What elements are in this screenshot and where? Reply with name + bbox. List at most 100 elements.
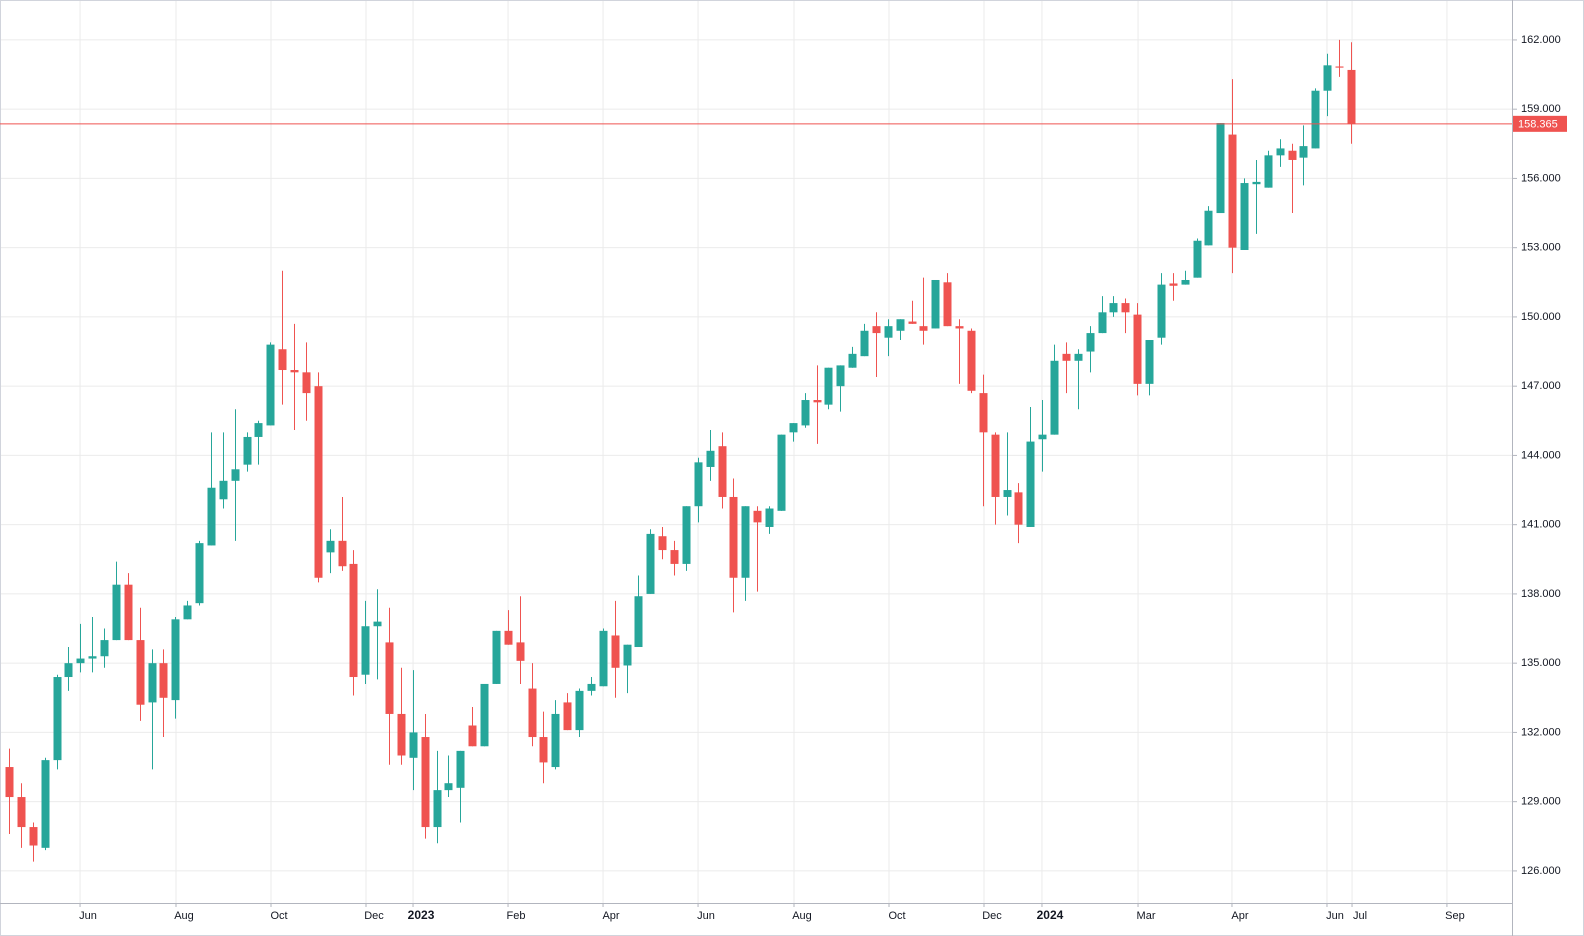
- candle-body: [53, 677, 62, 761]
- candle: [539, 711, 548, 784]
- candle-body: [349, 563, 358, 678]
- candle-body: [611, 635, 620, 668]
- candle-body: [955, 326, 964, 329]
- candle-body: [468, 725, 477, 747]
- y-tick-label: 132.000: [1521, 726, 1561, 738]
- x-tick-label: Mar: [1137, 910, 1156, 922]
- candle-body: [397, 713, 406, 756]
- candle-body: [1299, 146, 1308, 158]
- candle-body: [1086, 333, 1095, 352]
- candle: [373, 589, 382, 680]
- candle-body: [433, 790, 442, 828]
- y-tick-label: 126.000: [1521, 865, 1561, 877]
- candle-body: [1335, 66, 1344, 68]
- candle-body: [1121, 303, 1130, 313]
- candle: [148, 649, 157, 770]
- candle: [682, 506, 691, 571]
- candle-body: [551, 713, 560, 768]
- candle: [1181, 270, 1190, 285]
- candle: [76, 623, 85, 673]
- candle: [623, 644, 632, 694]
- candle-body: [41, 760, 50, 848]
- candle-body: [5, 767, 14, 798]
- candle: [433, 750, 442, 844]
- candle: [1062, 342, 1071, 394]
- candle: [1074, 349, 1083, 410]
- x-tick-label: Oct: [270, 910, 287, 922]
- candle: [741, 506, 750, 601]
- candle: [504, 610, 513, 645]
- candle: [658, 526, 667, 560]
- candle: [361, 600, 370, 684]
- candle-body: [243, 436, 252, 465]
- y-tick-label: 144.000: [1521, 449, 1561, 461]
- candle: [64, 647, 73, 691]
- candle: [88, 617, 97, 673]
- candle: [29, 822, 38, 862]
- candle-body: [1204, 210, 1213, 246]
- candle: [1133, 303, 1142, 396]
- candle-body: [1169, 283, 1178, 286]
- candle: [1003, 432, 1012, 516]
- candle-body: [718, 446, 727, 497]
- candle: [207, 432, 216, 546]
- y-tick-label: 150.000: [1521, 311, 1561, 323]
- x-tick-label: Aug: [174, 910, 194, 922]
- candle: [456, 750, 465, 823]
- x-tick-label: Jun: [1326, 910, 1344, 922]
- candle: [575, 688, 584, 738]
- candle-body: [1014, 492, 1023, 525]
- candle-body: [1109, 303, 1118, 313]
- candle: [528, 663, 537, 747]
- candle: [1264, 150, 1273, 188]
- y-tick-label: 162.000: [1521, 34, 1561, 46]
- y-tick-label: 156.000: [1521, 172, 1561, 184]
- candle: [195, 540, 204, 606]
- last-price-box: [1513, 115, 1567, 132]
- candle: [801, 393, 810, 428]
- candle-body: [836, 365, 845, 387]
- candle: [563, 693, 572, 731]
- candle-body: [266, 344, 275, 426]
- candle: [1347, 42, 1356, 144]
- candle-body: [539, 737, 548, 763]
- x-tick-label: Oct: [888, 910, 905, 922]
- candle-body: [1181, 279, 1190, 285]
- y-tick-label: 129.000: [1521, 796, 1561, 808]
- candle-body: [908, 321, 917, 324]
- candle: [314, 372, 323, 583]
- candle: [444, 755, 453, 798]
- candle: [991, 432, 1000, 525]
- candle-body: [1264, 155, 1273, 188]
- x-tick-label: Sep: [1445, 910, 1465, 922]
- candle-body: [1098, 312, 1107, 334]
- candle: [967, 328, 976, 394]
- candle-body: [17, 797, 26, 828]
- candle-body: [254, 423, 263, 437]
- candle: [326, 529, 335, 574]
- candle: [848, 346, 857, 368]
- candle-body: [504, 630, 513, 645]
- candle-body: [1323, 65, 1332, 91]
- candle-body: [789, 423, 798, 433]
- candle-body: [1145, 340, 1154, 384]
- candle-body: [1288, 150, 1297, 160]
- candle-body: [456, 750, 465, 788]
- last-price-label: 158.365: [1518, 119, 1558, 131]
- candle-body: [634, 596, 643, 648]
- candle-body: [100, 640, 109, 657]
- candle: [646, 529, 655, 594]
- candle: [599, 628, 608, 687]
- x-tick-label: 2023: [408, 908, 435, 922]
- candle-body: [765, 508, 774, 527]
- candle-body: [777, 434, 786, 511]
- candle: [718, 432, 727, 509]
- candle: [777, 434, 786, 511]
- candle-body: [991, 434, 1000, 497]
- candle: [421, 713, 430, 839]
- candle-body: [385, 642, 394, 714]
- candle-body: [943, 282, 952, 327]
- candle: [397, 667, 406, 765]
- candle: [1288, 143, 1297, 214]
- y-tick-label: 153.000: [1521, 242, 1561, 254]
